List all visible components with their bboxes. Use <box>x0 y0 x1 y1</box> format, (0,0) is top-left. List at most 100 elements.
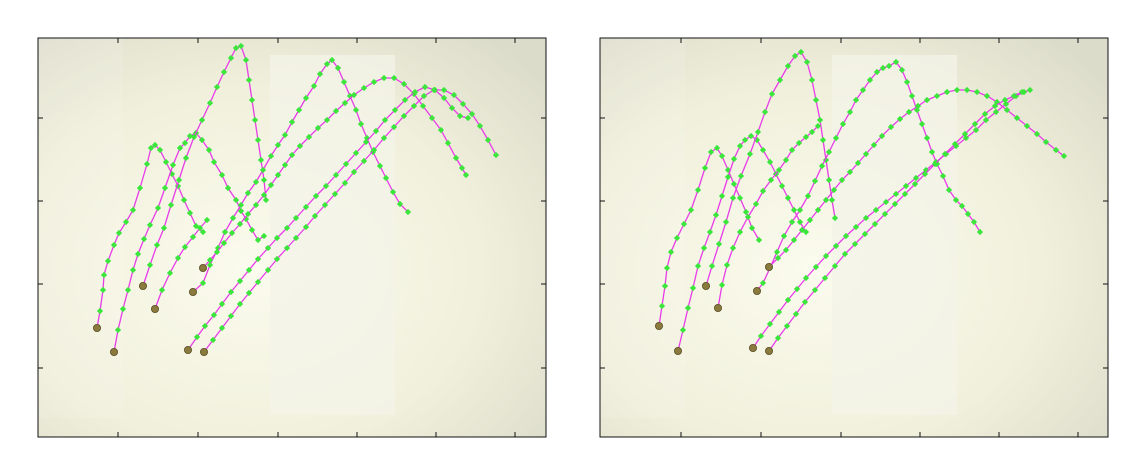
trajectory-point <box>229 214 237 222</box>
start-marker <box>765 262 774 271</box>
left-ticks <box>38 38 546 437</box>
start-marker <box>198 263 207 272</box>
trajectory-point <box>198 136 206 144</box>
left-panel-frame <box>37 37 547 438</box>
right-ticks <box>600 38 1108 437</box>
trajectory-point <box>181 139 189 147</box>
trajectory-point <box>151 141 159 149</box>
trajectory-point <box>244 189 252 197</box>
trajectory-point <box>186 209 194 217</box>
trajectory-point <box>190 133 198 141</box>
trajectory-point <box>236 220 244 228</box>
trajectory-point <box>232 196 240 204</box>
trajectory-point <box>153 241 161 249</box>
start-marker <box>674 346 683 355</box>
right-paper-sheet <box>832 55 957 415</box>
trajectory-line <box>768 89 1065 268</box>
trajectory-point <box>206 99 214 107</box>
start-marker <box>749 343 758 352</box>
trajectory-point <box>228 229 236 237</box>
trajectory-point <box>175 176 183 184</box>
start-marker <box>765 346 774 355</box>
trajectory-point <box>242 56 250 64</box>
trajectory-point <box>841 250 849 258</box>
trajectory-point <box>774 254 782 262</box>
trajectory-point <box>136 184 144 192</box>
trajectory-point <box>252 178 260 186</box>
trajectory-point <box>140 235 148 243</box>
trajectory-point <box>264 266 272 274</box>
start-marker <box>188 287 197 296</box>
trajectory-point <box>237 201 245 209</box>
trajectory-point <box>181 243 189 251</box>
trajectory-point <box>167 201 175 209</box>
trajectory-point <box>227 54 235 62</box>
right-trajectory <box>702 48 839 290</box>
trajectory-point <box>251 116 259 124</box>
trajectory-point <box>254 136 262 144</box>
start-marker <box>714 303 723 312</box>
right-panel <box>599 37 1109 438</box>
trajectory-point <box>198 116 206 124</box>
trajectory-point <box>1052 146 1060 154</box>
right-panel-frame <box>599 37 1109 438</box>
trajectory-point <box>182 154 190 162</box>
trajectory-point <box>224 184 232 192</box>
trajectory-point <box>1060 152 1068 160</box>
trajectory-point <box>203 216 211 224</box>
trajectory-point <box>154 204 162 212</box>
trajectory-point <box>110 241 118 249</box>
left-paper-sheet <box>270 55 395 415</box>
trajectory-point <box>180 196 188 204</box>
trajectory-point <box>248 96 256 104</box>
trajectory-point <box>115 229 123 237</box>
left-paper-sheet-2 <box>38 38 123 418</box>
trajectory-point <box>156 146 164 154</box>
start-marker <box>110 347 119 356</box>
trajectory-point <box>169 161 177 169</box>
trajectory-point <box>176 144 184 152</box>
start-marker <box>753 286 762 295</box>
trajectory-point <box>218 171 226 179</box>
trajectory-point <box>822 252 830 260</box>
trajectory-point <box>160 224 168 232</box>
trajectory-point <box>189 233 197 241</box>
trajectory-point <box>199 228 207 236</box>
trajectory-point <box>1042 138 1050 146</box>
trajectory-point <box>146 221 154 229</box>
trajectory-point <box>252 201 260 209</box>
trajectory-point <box>122 218 130 226</box>
trajectory-line <box>756 61 981 292</box>
start-marker <box>138 281 147 290</box>
trajectory-point <box>129 206 137 214</box>
right-trajectory <box>753 58 984 295</box>
left-panel <box>37 37 547 438</box>
trajectory-point <box>237 207 245 215</box>
right-trajectories <box>655 48 1068 355</box>
left-trajectory <box>93 141 207 332</box>
trajectory-point <box>273 255 281 263</box>
start-marker <box>199 347 208 356</box>
start-marker <box>150 304 159 313</box>
trajectory-point <box>161 184 169 192</box>
right-trajectory <box>765 86 1068 271</box>
trajectory-point <box>248 226 256 234</box>
trajectory-point <box>143 160 151 168</box>
left-trajectories <box>93 42 500 356</box>
start-marker <box>702 281 711 290</box>
trajectory-point <box>213 83 221 91</box>
trajectory-point <box>134 250 142 258</box>
trajectory-point <box>245 76 253 84</box>
trajectory-point <box>220 239 228 247</box>
right-trajectory <box>765 88 1026 355</box>
trajectory-point <box>162 158 170 166</box>
start-marker <box>93 323 102 332</box>
trajectory-point <box>221 228 229 236</box>
trajectory-point <box>174 254 182 262</box>
right-paper-sheet-2 <box>600 38 685 418</box>
trajectory-point <box>244 210 252 218</box>
trajectory-point <box>1033 130 1041 138</box>
trajectory-point <box>232 44 240 52</box>
trajectory-point <box>1023 122 1031 130</box>
